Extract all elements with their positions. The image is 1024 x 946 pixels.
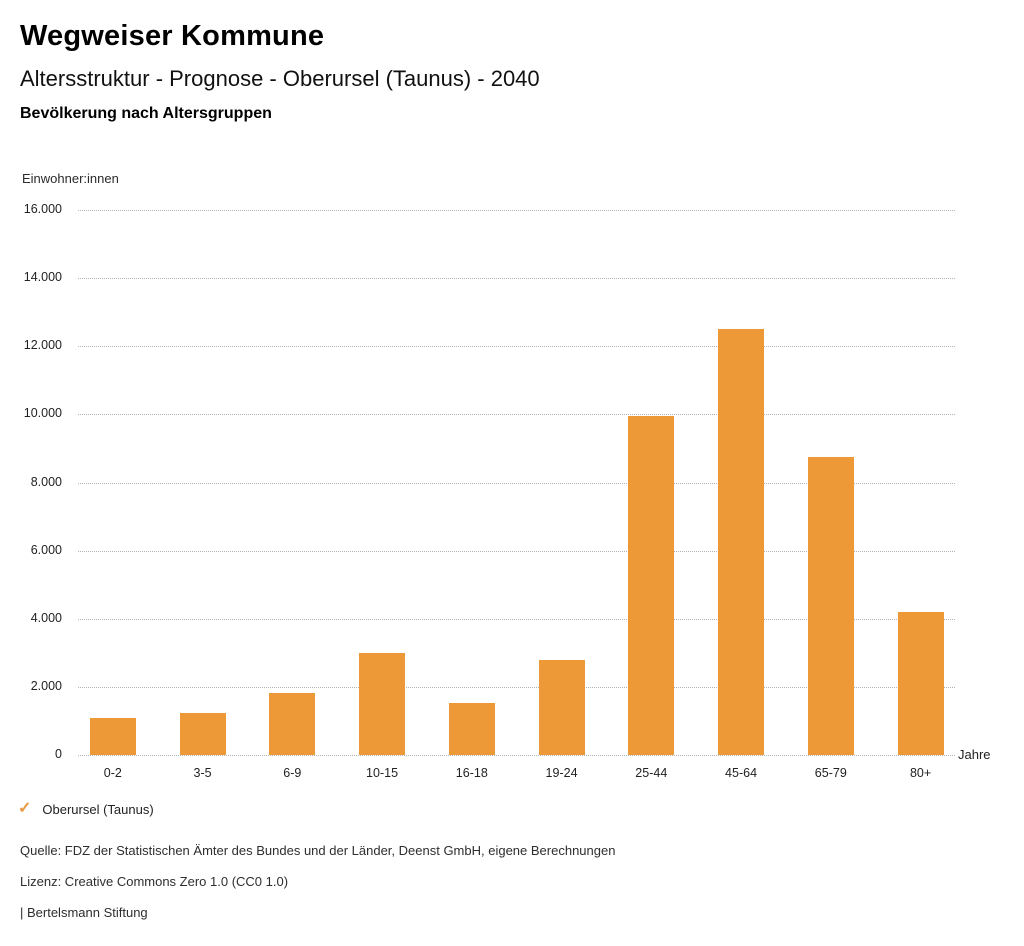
- x-tick-label-6-9: 6-9: [283, 766, 302, 780]
- x-tick-label-10-15: 10-15: [366, 766, 399, 780]
- y-tick-label: 10.000: [23, 406, 62, 421]
- gridline: [78, 414, 955, 416]
- bar-19-24[interactable]: [538, 659, 585, 755]
- x-tick-label-25-44: 25-44: [635, 766, 668, 780]
- bar-16-18[interactable]: [448, 703, 495, 755]
- y-tick-label: 12.000: [23, 338, 62, 353]
- bar-25-44[interactable]: [628, 416, 675, 755]
- y-tick-label: 2.000: [30, 678, 62, 693]
- bar-80+[interactable]: [897, 611, 944, 755]
- gridline: [78, 210, 955, 211]
- y-tick-label: 8.000: [30, 474, 62, 489]
- x-axis-title: Jahre: [958, 747, 991, 762]
- bar-45-64[interactable]: [718, 328, 765, 755]
- license-note: Lizenz: Creative Commons Zero 1.0 (CC0 1…: [20, 874, 289, 889]
- legend-label: Oberursel (Taunus): [42, 801, 154, 817]
- bar-65-79[interactable]: [807, 457, 854, 755]
- gridline: [78, 278, 955, 280]
- bar-10-15[interactable]: [359, 652, 406, 755]
- x-tick-label-0-2: 0-2: [103, 766, 122, 780]
- chart-section-heading: Bevölkerung nach Altersgruppen: [20, 105, 272, 122]
- source-note: Quelle: FDZ der Statistischen Ämter des …: [20, 843, 616, 858]
- y-axis-title: Einwohner:innen: [22, 171, 119, 186]
- legend-item-oberursel[interactable]: ✓ Oberursel (Taunus): [18, 801, 154, 817]
- y-tick-label: 6.000: [30, 542, 62, 557]
- gridline: [78, 346, 955, 348]
- gridline: [78, 755, 955, 756]
- y-tick-label: 0: [55, 747, 62, 761]
- gridline: [78, 482, 955, 484]
- bar-0-2[interactable]: [89, 717, 136, 755]
- plot-area: [78, 210, 955, 756]
- x-tick-label-16-18: 16-18: [455, 766, 488, 780]
- gridline: [78, 686, 955, 688]
- x-tick-label-19-24: 19-24: [545, 766, 578, 780]
- bar-3-5[interactable]: [179, 713, 226, 755]
- y-tick-label: 14.000: [23, 270, 62, 285]
- gridline: [78, 550, 955, 552]
- publisher-note: | Bertelsmann Stiftung: [20, 905, 148, 920]
- x-tick-label-65-79: 65-79: [814, 766, 847, 780]
- x-tick-label-80+: 80+: [909, 766, 932, 780]
- bar-6-9[interactable]: [269, 693, 316, 755]
- bar-chart: 0 2.000 4.000 6.000 8.000 10.000 12.000 14.000 1…: [0, 202, 1024, 800]
- checkmark-icon: ✓: [18, 800, 32, 817]
- x-tick-label-3-5: 3-5: [193, 766, 212, 780]
- x-tick-label-45-64: 45-64: [725, 766, 758, 780]
- y-tick-label: 4.000: [30, 610, 62, 625]
- gridline: [78, 618, 955, 620]
- page-title: Wegweiser Kommune: [20, 20, 325, 52]
- chart-title: Altersstruktur - Prognose - Oberursel (T…: [20, 66, 540, 91]
- y-tick-label: 16.000: [23, 202, 62, 216]
